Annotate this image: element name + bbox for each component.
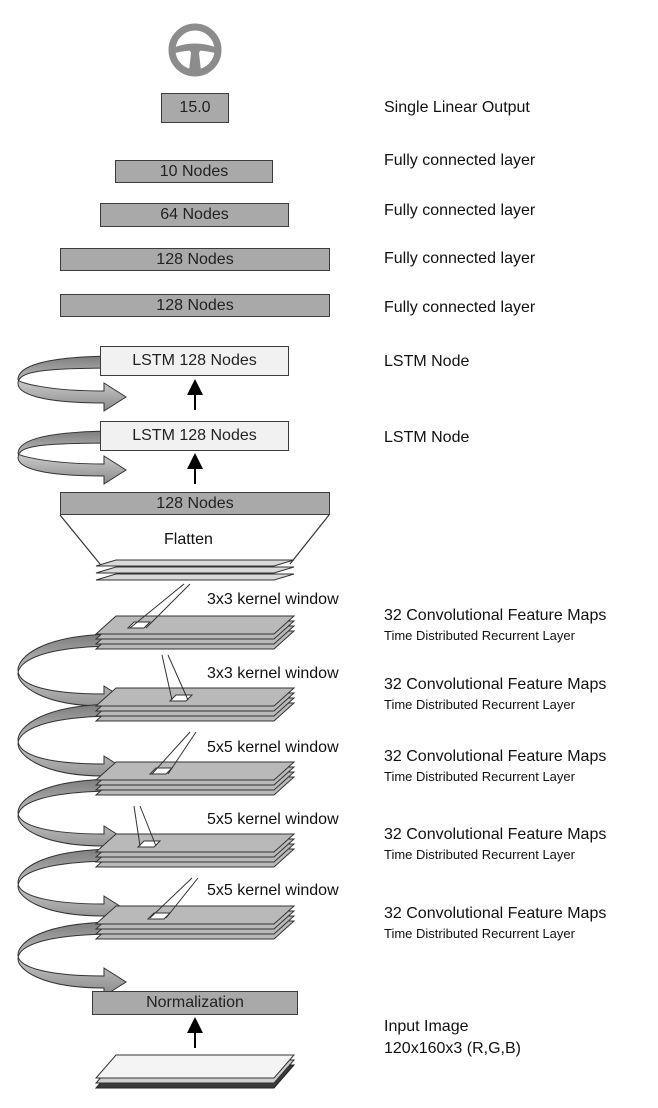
- input-image-title: Input Image: [384, 1018, 469, 1035]
- conv-layer-title: 32 Convolutional Feature Maps: [384, 676, 607, 693]
- kernel-window: [126, 621, 152, 629]
- input-image-dims: 120x160x3 (R,G,B): [384, 1040, 521, 1057]
- kernel-projection-line: [139, 805, 157, 847]
- flatten-line: [59, 514, 101, 565]
- kernel-projection-line: [129, 583, 185, 629]
- dense-layer-box: 10 Nodes: [115, 160, 273, 183]
- kernel-window-label: 3x3 kernel window: [207, 591, 339, 608]
- dense-layer-description: Fully connected layer: [384, 152, 536, 169]
- dense-layer-box: 128 Nodes: [60, 294, 330, 317]
- output-description: Single Linear Output: [384, 99, 530, 116]
- lstm-layer-box: LSTM 128 Nodes: [100, 346, 289, 376]
- kernel-projection-line: [161, 654, 173, 701]
- feature-map-stack: [94, 761, 296, 796]
- conv-layer-title: 32 Convolutional Feature Maps: [384, 748, 607, 765]
- output-value-box: 15.0: [161, 93, 229, 123]
- recurrent-loop-arrow: [17, 355, 127, 412]
- flatten-stack: [95, 559, 295, 581]
- kernel-window-label: 3x3 kernel window: [207, 665, 339, 682]
- dense-layer-description: Fully connected layer: [384, 250, 536, 267]
- lstm-layer-description: LSTM Node: [384, 353, 470, 370]
- feature-map-stack: [94, 905, 296, 940]
- lstm-layer-description: LSTM Node: [384, 429, 470, 446]
- kernel-projection-line: [145, 583, 191, 629]
- feature-map-stack: [94, 687, 296, 722]
- feature-map-stack: [94, 615, 296, 650]
- conv-layer-title: 32 Convolutional Feature Maps: [384, 826, 607, 843]
- flatten-dense-box: 128 Nodes: [60, 492, 330, 515]
- dense-layer-description: Fully connected layer: [384, 299, 536, 316]
- input-image-stack: [94, 1054, 296, 1089]
- recurrent-loop-arrow: [17, 921, 127, 997]
- kernel-projection-line: [151, 731, 191, 775]
- kernel-projection-line: [167, 731, 197, 775]
- conv-layer-subtitle: Time Distributed Recurrent Layer: [384, 769, 575, 784]
- lstm-layer-box: LSTM 128 Nodes: [100, 421, 289, 451]
- conv-layer-subtitle: Time Distributed Recurrent Layer: [384, 697, 575, 712]
- conv-layer-title: 32 Convolutional Feature Maps: [384, 905, 607, 922]
- kernel-projection-line: [165, 877, 199, 919]
- dense-layer-description: Fully connected layer: [384, 202, 536, 219]
- kernel-projection-line: [133, 805, 141, 847]
- feature-map-stack: [94, 833, 296, 868]
- steering-wheel-icon: [168, 23, 222, 77]
- dense-layer-box: 128 Nodes: [60, 248, 330, 271]
- kernel-window-label: 5x5 kernel window: [207, 739, 339, 756]
- conv-layer-subtitle: Time Distributed Recurrent Layer: [384, 847, 575, 862]
- recurrent-loop-arrow: [17, 430, 127, 485]
- dense-layer-box: 64 Nodes: [100, 203, 289, 227]
- kernel-window-label: 5x5 kernel window: [207, 811, 339, 828]
- kernel-projection-line: [167, 654, 189, 701]
- conv-layer-subtitle: Time Distributed Recurrent Layer: [384, 926, 575, 941]
- kernel-projection-line: [149, 877, 193, 919]
- conv-layer-title: 32 Convolutional Feature Maps: [384, 607, 607, 624]
- flatten-line: [289, 514, 330, 565]
- kernel-window-label: 5x5 kernel window: [207, 882, 339, 899]
- flatten-label: Flatten: [164, 531, 213, 548]
- normalization-box: Normalization: [92, 991, 298, 1015]
- conv-layer-subtitle: Time Distributed Recurrent Layer: [384, 628, 575, 643]
